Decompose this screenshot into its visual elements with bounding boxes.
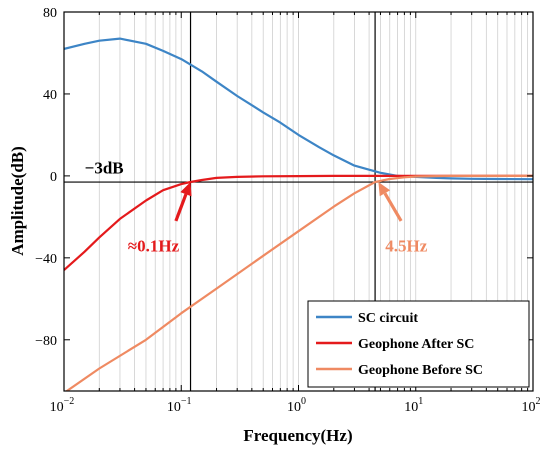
annotation-arrowhead-1 [180, 182, 192, 197]
legend-label-1: Geophone After SC [358, 337, 474, 352]
x-axis-title: Frequency(Hz) [243, 426, 352, 445]
annotations: −3dB ≈0.1Hz 4.5Hz [85, 159, 428, 256]
y-tick-label: −40 [35, 252, 57, 267]
y-tick-label: 80 [43, 6, 57, 21]
x-tick-label: 101 [404, 396, 423, 415]
annotation-label-2: 4.5Hz [385, 237, 427, 256]
y-tick-label: 40 [43, 88, 57, 103]
y-tick-label: 0 [50, 170, 57, 185]
annotation-arrow-1 [174, 193, 188, 222]
legend-label-0: SC circuit [358, 311, 418, 326]
series-line-0 [64, 37, 533, 181]
y-axis-title: Amplitude(dB) [8, 146, 27, 256]
series-line-2 [64, 174, 533, 391]
legend-label-2: Geophone Before SC [358, 363, 483, 378]
y-tick-label: −80 [35, 334, 57, 349]
x-tick-label: 102 [522, 396, 541, 415]
legend: SC circuit Geophone After SC Geophone Befo… [307, 300, 530, 388]
annotation-arrowhead-2 [378, 182, 391, 197]
series-lines [64, 37, 533, 391]
x-tick-label: 10−2 [50, 396, 75, 415]
axis-ticks: 10−2 10−1 100 101 102 80 40 0 −40 −80 [35, 6, 540, 415]
x-tick-label: 10−1 [167, 396, 192, 415]
annotation-label-0: −3dB [85, 159, 124, 178]
x-tick-label: 100 [287, 396, 306, 415]
annotation-label-1: ≈0.1Hz [128, 237, 180, 256]
annotation-arrow-2 [383, 192, 403, 222]
